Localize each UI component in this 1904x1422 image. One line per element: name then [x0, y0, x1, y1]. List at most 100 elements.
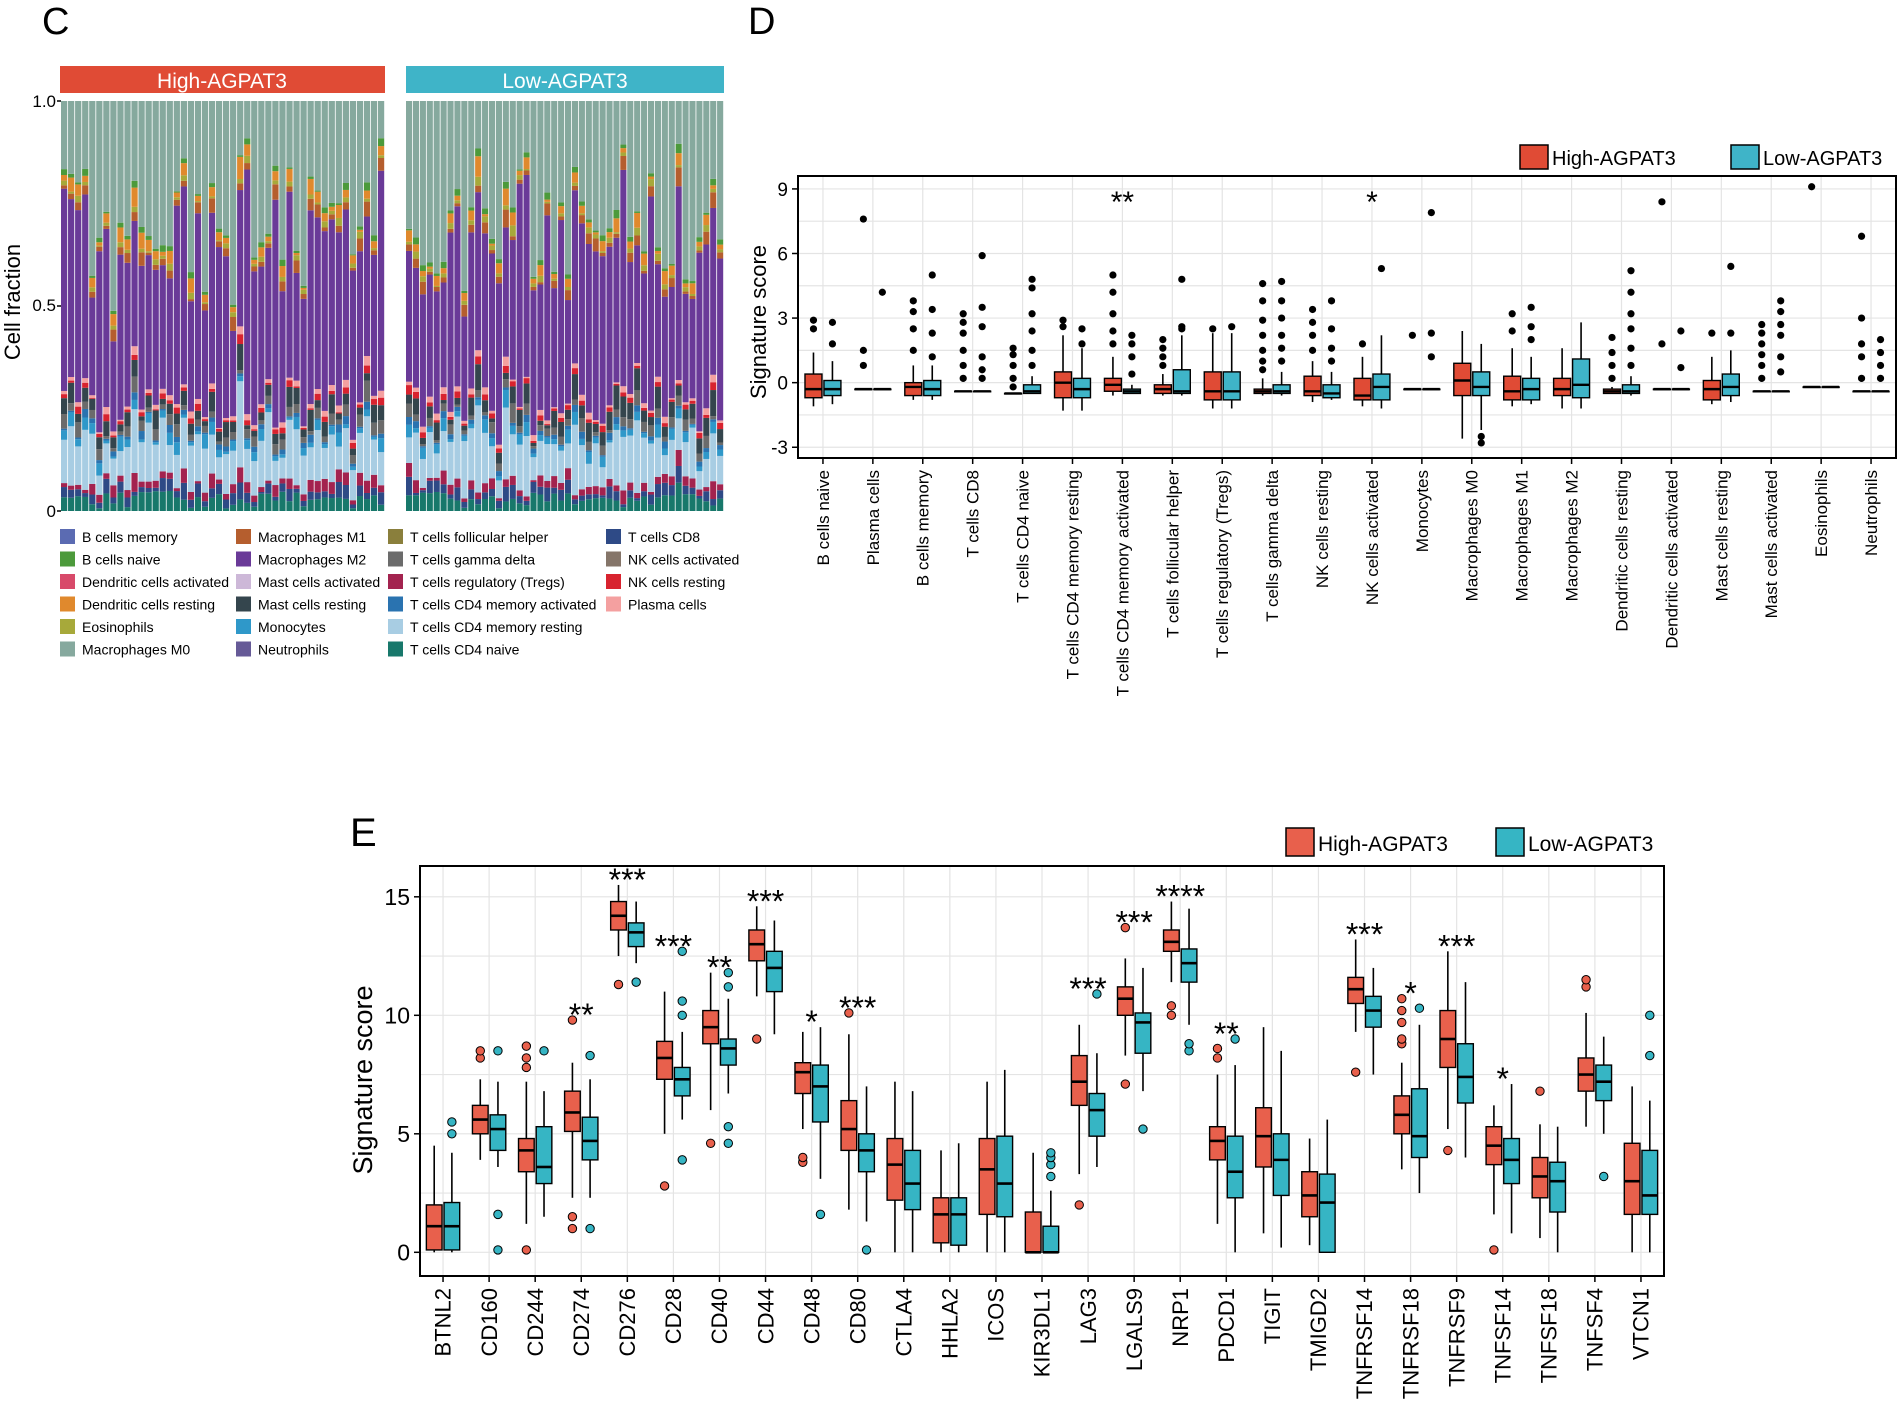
stack-segment-low-15-t-cells-cd8	[502, 486, 509, 502]
stack-segment-low-37-monocytes	[654, 424, 661, 438]
stack-segment-high-33-t-cells-gamma-delta	[286, 406, 293, 417]
stack-segment-high-20-macrophages-m0	[194, 101, 202, 195]
box-low-dendritic-cells-resting	[1621, 384, 1641, 395]
stack-segment-low-24-eosinophils	[565, 287, 572, 291]
stack-segment-low-29-macrophages-m0	[599, 101, 606, 236]
stack-segment-low-24-nk-cells-resting	[565, 405, 572, 410]
significance-cd274: **	[569, 997, 594, 1033]
stack-segment-high-31-t-cells-cd4-naive	[272, 500, 279, 511]
stack-segment-high-38-nk-cells-resting	[321, 416, 328, 422]
stack-segment-high-40-macrophages-m1	[335, 225, 342, 233]
legend-d-low-label: Low-AGPAT3	[1763, 148, 1882, 170]
stack-segment-low-4-macrophages-m0	[426, 101, 433, 263]
stack-segment-low-12-t-cells-cd4-memory-activated	[482, 415, 489, 420]
stack-segment-high-28-mast-cells-resting	[251, 430, 258, 437]
stack-segment-high-10-t-cells-cd4-memory-resting	[124, 447, 131, 491]
stack-segment-low-32-t-cells-cd4-memory-activated	[620, 426, 627, 431]
stack-segment-low-43-b-cells-naive	[696, 237, 703, 242]
stack-segment-low-44-mast-cells-resting	[703, 417, 710, 436]
xtick-label-tnfsf18: TNFSF18	[1537, 1288, 1562, 1383]
stack-segment-low-46-macrophages-m1	[717, 252, 724, 259]
stack-segment-high-14-t-cells-cd4-memory-activated	[152, 440, 159, 443]
legend-d-low-swatch	[1730, 144, 1760, 170]
xtick-label-tnfrsf18: TNFRSF18	[1398, 1288, 1423, 1399]
stack-segment-high-6-nk-cells-resting	[96, 433, 103, 438]
outlier-low-btnl2-1	[447, 1117, 457, 1127]
stack-segment-high-22-t-cells-regulatory-tregs	[208, 473, 216, 489]
stacked-bars-low	[406, 101, 724, 511]
stack-segment-high-26-macrophages-m2	[237, 190, 244, 327]
stack-segment-low-17-t-cells-cd4-memory-resting	[516, 444, 523, 491]
stack-segment-high-43-t-cells-cd4-memory-activated	[356, 426, 364, 429]
stack-segment-high-41-t-cells-cd4-memory-activated	[342, 416, 349, 425]
stack-segment-low-35-t-cells-cd4-memory-activated	[641, 431, 648, 434]
stack-segment-high-38-mast-cells-resting	[321, 421, 328, 437]
stack-segment-low-1-t-cells-cd4-memory-activated	[406, 417, 413, 425]
box-low-cd160	[489, 1114, 507, 1152]
outlier-low-nk-cells-activated-0	[1377, 264, 1386, 273]
stack-segment-low-17-mast-cells-resting	[516, 409, 523, 427]
outlier-low-dendritic-cells-resting-1	[1627, 344, 1635, 352]
stack-segment-low-21-dendritic-cells-resting	[544, 199, 551, 202]
stack-segment-high-32-t-cells-cd8	[279, 483, 286, 492]
stack-segment-low-2-plasma-cells	[412, 387, 420, 392]
stack-segment-low-20-t-cells-regulatory-tregs	[537, 475, 544, 487]
stack-segment-high-42-t-cells-cd4-naive	[349, 508, 357, 511]
stack-segment-low-30-t-cells-regulatory-tregs	[606, 478, 613, 487]
stack-segment-low-24-t-cells-cd8	[565, 479, 572, 494]
legend-swatch-b-cells-naive	[60, 551, 75, 567]
stack-segment-low-41-macrophages-m2	[682, 293, 689, 403]
outlier-low-monocytes-1	[1427, 329, 1435, 337]
stack-segment-low-32-nk-cells-resting	[620, 392, 627, 397]
stack-segment-low-27-t-cells-cd4-naive	[585, 499, 592, 511]
stack-segment-high-21-mast-cells-resting	[201, 421, 209, 426]
stack-segment-low-2-dendritic-cells-resting	[412, 244, 420, 252]
stack-segment-high-15-monocytes	[159, 410, 166, 418]
stack-segment-low-42-t-cells-cd4-memory-activated	[689, 423, 696, 425]
outlier-low-pdcd1-0	[1230, 1034, 1240, 1044]
stack-segment-low-14-eosinophils	[495, 273, 502, 277]
outlier-high-lgals9-0	[1120, 1079, 1131, 1089]
stack-segment-high-17-eosinophils	[173, 197, 180, 200]
outlier-low-monocytes-2	[1427, 208, 1435, 217]
legend-d-high-swatch	[1519, 144, 1549, 170]
stack-segment-low-37-t-cells-cd4-memory-activated	[654, 417, 661, 425]
outlier-high-b-cells-naive-1	[809, 316, 818, 324]
stack-segment-high-1-t-cells-gamma-delta	[61, 414, 68, 429]
significance-tnfrsf9: ***	[1438, 928, 1475, 964]
stack-segment-high-42-t-cells-cd4-memory-activated	[349, 463, 357, 467]
stack-segment-low-19-plasma-cells	[530, 435, 537, 441]
stack-segment-low-10-t-cells-cd8	[468, 489, 475, 500]
stack-segment-high-10-t-cells-cd4-naive	[124, 507, 131, 511]
stack-segment-low-25-t-cells-cd4-memory-resting	[571, 424, 579, 496]
stack-segment-high-39-b-cells-naive	[328, 202, 335, 207]
stack-segment-high-37-t-cells-cd8	[314, 492, 321, 500]
stack-segment-high-26-eosinophils	[237, 179, 244, 184]
stack-segment-low-35-macrophages-m1	[641, 270, 648, 274]
stack-segment-low-33-monocytes	[627, 429, 634, 436]
stack-segment-low-28-t-cells-cd4-memory-activated	[592, 435, 599, 438]
stack-segment-high-7-macrophages-m1	[103, 225, 110, 229]
stack-segment-high-27-nk-cells-resting	[244, 420, 251, 426]
stack-segment-low-6-plasma-cells	[440, 387, 447, 394]
stack-segment-high-5-t-cells-cd4-memory-resting	[89, 433, 96, 484]
stack-segment-high-20-t-cells-gamma-delta	[194, 419, 202, 427]
stack-segment-high-40-t-cells-cd4-memory-resting	[335, 446, 342, 470]
stack-segment-low-7-plasma-cells	[447, 411, 454, 417]
stack-segment-high-7-t-cells-gamma-delta	[103, 436, 110, 439]
stack-segment-low-23-macrophages-m2	[558, 220, 565, 414]
stack-segment-high-36-b-cells-naive	[307, 176, 314, 179]
stack-segment-high-38-t-cells-cd8	[321, 491, 328, 498]
panel-d-label: D	[748, 1, 775, 43]
stack-segment-high-18-monocytes	[180, 414, 187, 418]
outlier-high-eosinophils-0	[1808, 183, 1816, 191]
stack-segment-high-19-t-cells-cd8	[187, 499, 195, 508]
stack-segment-low-7-dendritic-cells-resting	[447, 213, 454, 224]
legend-e-high-swatch	[1285, 827, 1315, 857]
stack-segment-low-5-nk-cells-resting	[433, 420, 440, 423]
stack-segment-high-45-eosinophils	[370, 248, 378, 251]
stack-segment-high-34-macrophages-m1	[293, 260, 300, 273]
stack-segment-low-2-t-cells-cd4-memory-activated	[412, 421, 420, 429]
stack-segment-high-32-t-cells-cd4-naive	[279, 491, 286, 511]
stack-segment-low-24-macrophages-m0	[565, 101, 572, 275]
